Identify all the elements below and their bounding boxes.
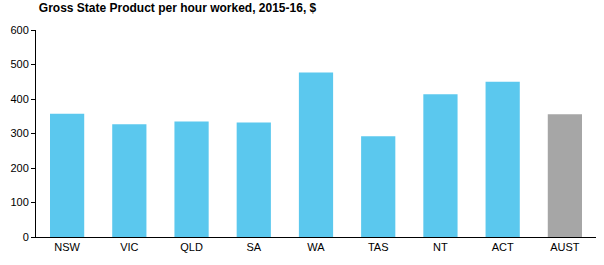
svg-text:0: 0 [23, 231, 29, 243]
svg-text:AUST: AUST [550, 241, 580, 253]
svg-text:NT: NT [433, 241, 448, 253]
svg-text:NSW: NSW [54, 241, 80, 253]
svg-text:VIC: VIC [120, 241, 138, 253]
svg-text:200: 200 [10, 162, 28, 174]
svg-text:500: 500 [10, 58, 28, 70]
svg-text:300: 300 [10, 127, 28, 139]
svg-text:400: 400 [10, 93, 28, 105]
svg-text:QLD: QLD [180, 241, 203, 253]
svg-text:100: 100 [10, 196, 28, 208]
svg-text:TAS: TAS [368, 241, 389, 253]
svg-text:Gross State Product per hour w: Gross State Product per hour worked, 201… [39, 1, 317, 15]
svg-text:ACT: ACT [492, 241, 514, 253]
svg-text:WA: WA [307, 241, 325, 253]
svg-text:SA: SA [246, 241, 261, 253]
svg-text:600: 600 [10, 24, 28, 36]
